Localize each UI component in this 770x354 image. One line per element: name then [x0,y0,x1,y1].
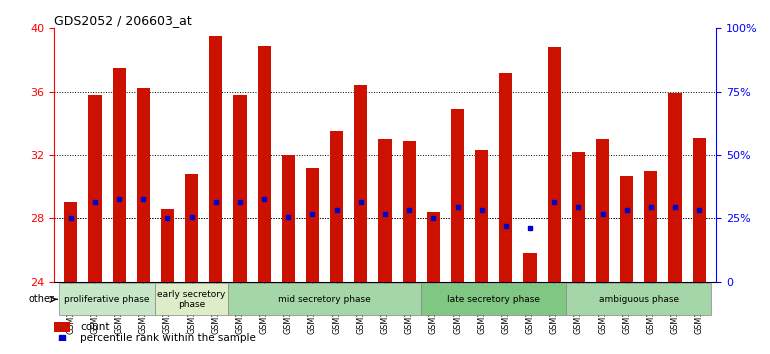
Bar [451,109,464,281]
Bar [59,283,156,315]
Text: ambiguous phase: ambiguous phase [599,295,679,304]
Bar [499,73,513,281]
Bar [692,138,706,281]
Bar [233,95,246,281]
Bar [354,85,367,281]
Bar [620,176,634,281]
Bar [566,283,711,315]
Bar [228,283,421,315]
Bar [475,150,488,281]
Text: other: other [28,294,55,304]
Bar [427,212,440,281]
Bar [89,95,102,281]
Bar [571,152,585,281]
Bar [137,88,150,281]
Bar [378,139,392,281]
Bar [257,46,271,281]
Bar [644,171,658,281]
Bar [306,167,319,281]
Bar [547,47,561,281]
Bar [403,141,416,281]
Text: percentile rank within the sample: percentile rank within the sample [80,333,256,343]
Bar [421,283,566,315]
Bar [596,139,609,281]
Text: early secretory
phase: early secretory phase [158,290,226,309]
Bar [54,321,71,332]
Text: late secretory phase: late secretory phase [447,295,541,304]
Bar [64,202,78,281]
Text: proliferative phase: proliferative phase [65,295,150,304]
Text: GDS2052 / 206603_at: GDS2052 / 206603_at [54,14,192,27]
Bar [524,253,537,281]
Bar [209,36,223,281]
Bar [282,155,295,281]
Bar [156,283,228,315]
Bar [668,93,681,281]
Text: count: count [80,322,110,332]
Bar [185,174,199,281]
Bar [330,131,343,281]
Text: mid secretory phase: mid secretory phase [278,295,371,304]
Bar [161,209,174,281]
Bar [112,68,126,281]
